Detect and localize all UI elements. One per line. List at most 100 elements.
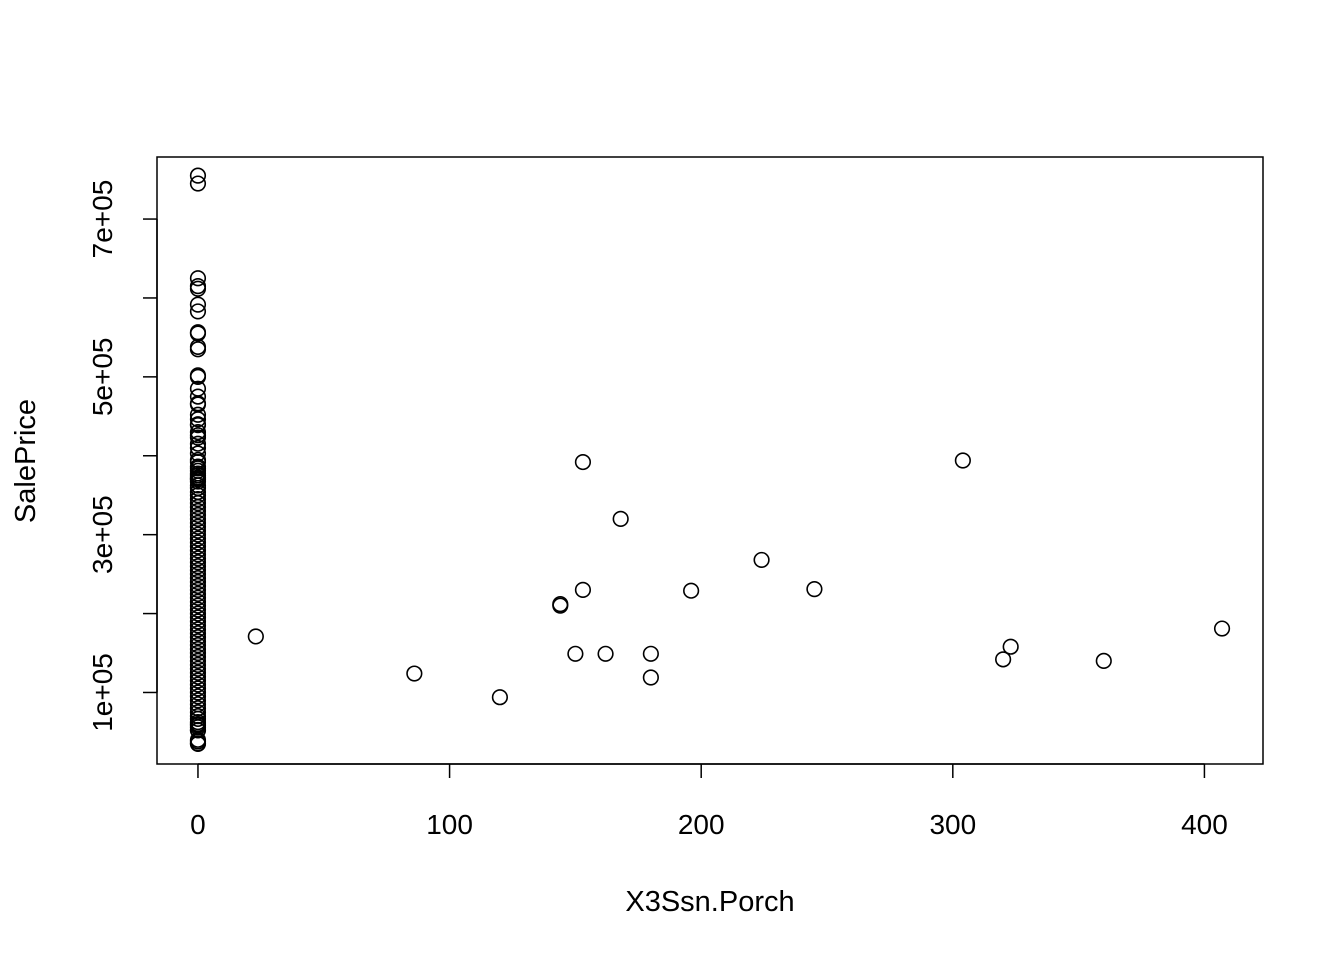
data-point (612, 510, 629, 527)
data-point (189, 566, 207, 583)
data-point (189, 506, 207, 524)
data-point (189, 573, 207, 591)
data-point (189, 368, 207, 385)
data-point (189, 684, 207, 701)
data-point (189, 167, 207, 184)
data-points (189, 167, 1231, 752)
y-axis: 1e+05 3e+05 5e+05 7e+05 (87, 180, 158, 732)
x-axis: 0 100 200 300 400 (190, 763, 1228, 840)
data-point (954, 452, 971, 469)
data-point (189, 411, 207, 428)
data-point (642, 645, 659, 662)
data-point (189, 429, 207, 446)
y-tick-label: 3e+05 (87, 495, 118, 574)
data-point (552, 595, 569, 613)
x-tick-label: 300 (929, 809, 976, 840)
data-point (189, 495, 207, 512)
data-point (189, 498, 207, 516)
data-point (189, 660, 207, 677)
data-point (189, 664, 207, 681)
data-point (189, 692, 207, 709)
data-point (189, 514, 207, 531)
data-point (189, 601, 207, 618)
data-point (189, 676, 207, 693)
x-tick-label: 100 (426, 809, 473, 840)
data-point (189, 473, 207, 490)
data-point (406, 665, 423, 682)
data-point (189, 585, 207, 602)
data-point (189, 388, 207, 405)
data-point (189, 303, 207, 320)
data-point (189, 510, 207, 527)
data-point (574, 453, 592, 471)
data-point (189, 538, 207, 555)
data-point (189, 280, 207, 297)
data-point (189, 569, 207, 587)
data-point (189, 589, 207, 606)
data-point (189, 613, 207, 630)
data-point (189, 648, 207, 666)
data-point (189, 581, 207, 599)
data-point (189, 518, 207, 535)
data-point (189, 617, 207, 634)
data-point (189, 597, 207, 614)
data-point (189, 593, 207, 610)
data-point (189, 605, 207, 622)
data-point (189, 542, 207, 559)
data-point (189, 652, 207, 670)
data-point (189, 554, 207, 571)
data-point (189, 640, 207, 658)
data-point (189, 656, 207, 673)
data-point (189, 688, 207, 705)
data-point (1002, 638, 1019, 655)
data-point (189, 546, 207, 563)
data-point (189, 680, 207, 697)
data-point (189, 491, 207, 508)
data-point (189, 487, 207, 504)
data-point (189, 629, 207, 646)
data-point (247, 628, 264, 645)
data-point (491, 689, 509, 706)
x-tick-label: 400 (1181, 809, 1228, 840)
data-point (642, 669, 659, 686)
data-point (189, 530, 207, 547)
data-point (574, 581, 592, 599)
y-tick-label: 7e+05 (87, 180, 118, 259)
data-point (189, 175, 207, 192)
data-point (189, 325, 207, 342)
data-point (189, 621, 207, 638)
data-point (1213, 620, 1231, 637)
data-point (189, 609, 207, 626)
y-tick-label: 5e+05 (87, 338, 118, 417)
y-tick-label: 1e+05 (87, 653, 118, 732)
data-point (189, 296, 207, 313)
data-point (1095, 652, 1112, 670)
data-point (189, 562, 207, 579)
data-point (189, 637, 207, 654)
data-point (597, 645, 614, 662)
data-point (806, 581, 823, 598)
data-point (189, 633, 207, 650)
data-point (189, 625, 207, 642)
data-point (189, 502, 207, 520)
data-point (189, 341, 207, 358)
plot-frame (156, 156, 1264, 765)
data-point (683, 582, 700, 599)
data-point (189, 550, 207, 567)
y-axis-title: SalePrice (10, 399, 42, 523)
x-axis-title: X3Ssn.Porch (625, 886, 794, 918)
data-point (995, 651, 1012, 668)
x-tick-label: 0 (190, 809, 206, 840)
data-point (189, 435, 207, 452)
data-point (189, 577, 207, 595)
data-point (189, 668, 207, 685)
data-point (189, 526, 207, 543)
data-point (189, 522, 207, 539)
data-point (567, 645, 584, 662)
data-point (189, 672, 207, 689)
data-point (189, 558, 207, 575)
data-point (753, 551, 770, 569)
data-point (189, 722, 207, 739)
data-point (189, 534, 207, 551)
